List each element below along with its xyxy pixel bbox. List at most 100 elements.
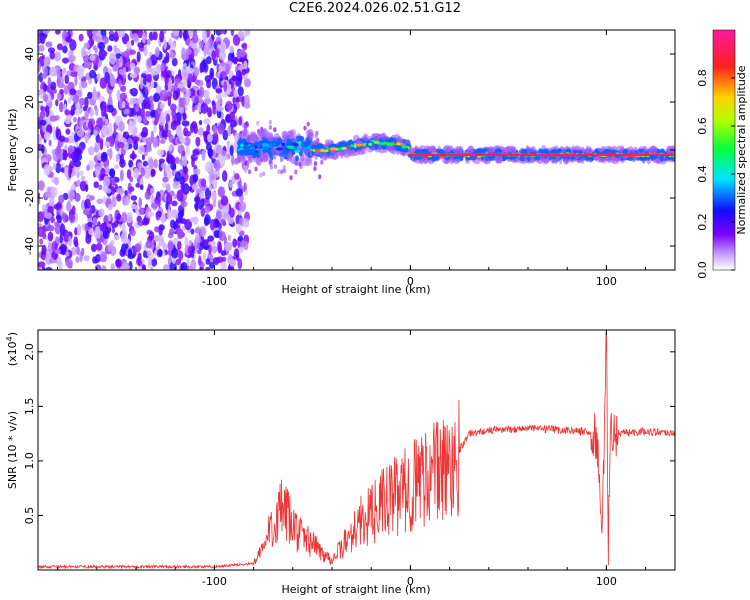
noise-cell (137, 145, 145, 155)
y-tick-label: 1.5 (23, 398, 36, 416)
noise-cell (84, 110, 89, 121)
colorbar (712, 29, 736, 271)
noise-cell (176, 189, 184, 202)
noise-cell (54, 248, 61, 255)
noise-cell (79, 100, 83, 109)
signal-cell (394, 145, 403, 152)
signal-cell (268, 151, 274, 158)
noise-cell (140, 167, 146, 177)
signal-cell (443, 145, 452, 153)
colorbar-tick-label: 0.0 (696, 261, 709, 279)
noise-cell (186, 144, 190, 157)
noise-cell (145, 137, 154, 145)
signal-cell (249, 146, 256, 150)
noise-cell (119, 169, 124, 182)
noise-cell (209, 261, 215, 269)
noise-cell (130, 229, 136, 237)
noise-cell (150, 253, 155, 260)
signal-cell (340, 141, 348, 148)
noise-cell (220, 261, 227, 270)
signal-cell (275, 147, 283, 151)
noise-cell (164, 131, 168, 140)
noise-cell (74, 108, 81, 116)
noise-cell (107, 45, 113, 52)
noise-cell (109, 52, 117, 65)
noise-cell (133, 141, 139, 151)
noise-cell (226, 143, 231, 154)
noise-cell (227, 234, 231, 242)
noise-cell (229, 207, 235, 218)
noise-cell (183, 127, 189, 137)
noise-cell (58, 101, 64, 113)
noise-cell (109, 74, 116, 87)
signal-cell (341, 146, 347, 150)
noise-cell (243, 60, 248, 70)
signal-cell (293, 157, 301, 166)
noise-cell (64, 166, 69, 178)
noise-cell (113, 31, 119, 43)
noise-cell (142, 160, 148, 167)
y-tick-label: -20 (23, 189, 36, 207)
noise-cell (104, 141, 110, 148)
noise-cell (74, 239, 78, 247)
noise-cell (47, 231, 54, 242)
noise-cell (204, 118, 210, 124)
noise-cell (190, 228, 195, 235)
noise-cell (160, 163, 167, 169)
noise-cell (150, 109, 156, 118)
signal-cell (247, 154, 254, 163)
noise-cell (55, 99, 59, 107)
noise-cell (216, 106, 224, 112)
signal-cell (350, 144, 354, 148)
noise-cell (220, 195, 229, 206)
noise-cell (205, 258, 211, 265)
signal-cell (396, 142, 401, 146)
noise-cell (198, 255, 202, 266)
noise-cell (68, 168, 72, 179)
noise-cell (182, 69, 189, 80)
noise-cell (205, 41, 210, 51)
noise-cell (182, 155, 188, 167)
noise-cell (43, 164, 51, 176)
noise-cell (135, 103, 140, 113)
signal-cell (292, 135, 298, 144)
noise-cell (113, 234, 120, 241)
noise-cell (99, 138, 104, 151)
noise-cell (129, 49, 136, 55)
noise-cell (87, 48, 92, 55)
signal-cell (432, 154, 440, 161)
noise-cell (181, 53, 189, 61)
noise-cell (167, 209, 172, 220)
colorbar-tick-label: 0.6 (696, 117, 709, 135)
noise-cell (98, 95, 105, 103)
signal-cell (670, 145, 675, 154)
noise-cell (235, 77, 242, 87)
noise-cell (218, 30, 226, 35)
signal-cell (308, 132, 312, 141)
noise-cell (69, 39, 77, 51)
signal-cell (261, 129, 270, 138)
noise-cell (96, 198, 103, 205)
noise-cell (197, 45, 201, 54)
noise-cell (121, 211, 128, 224)
noise-cell (202, 251, 207, 261)
noise-cell (65, 258, 73, 268)
noise-cell (162, 176, 169, 183)
signal-cell (238, 149, 246, 156)
signal-cell (352, 134, 360, 143)
noise-cell (145, 110, 151, 117)
noise-cell (57, 92, 61, 102)
noise-cell (172, 181, 180, 190)
noise-cell (59, 243, 67, 256)
signal-cell (372, 133, 376, 142)
noise-cell (143, 168, 151, 180)
noise-cell (155, 212, 161, 221)
noise-cell (237, 235, 244, 242)
noise-cell (115, 258, 123, 268)
noise-cell (229, 111, 235, 122)
y-tick-label: 20 (23, 95, 36, 109)
signal-cell (286, 138, 292, 145)
noise-cell (69, 160, 74, 167)
noise-cell (194, 196, 201, 203)
noise-cell (116, 213, 121, 221)
